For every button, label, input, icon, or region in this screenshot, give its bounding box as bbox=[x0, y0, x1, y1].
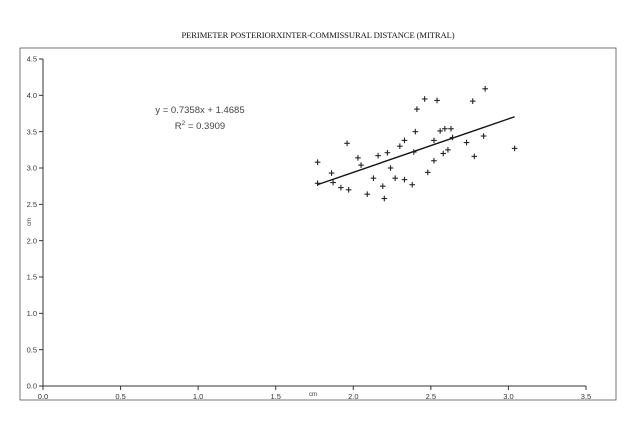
data-point bbox=[392, 175, 398, 181]
x-tick-label: 3.5 bbox=[581, 392, 591, 401]
data-point bbox=[431, 137, 437, 144]
data-point bbox=[355, 155, 361, 161]
y-tick-label: 2.5 bbox=[27, 200, 37, 209]
y-axis-ticks: 0.0 0.5 1.0 1.5 2.0 2.5 3.0 3.5 4.0 4.5 bbox=[27, 55, 43, 391]
data-point bbox=[338, 184, 344, 191]
data-point bbox=[364, 191, 371, 197]
chart-title: PERIMETER POSTERIORXINTER-COMMISSURAL DI… bbox=[181, 30, 454, 40]
data-point bbox=[434, 97, 440, 104]
r-squared: R2 = 0.3909 bbox=[175, 120, 225, 132]
data-point bbox=[397, 143, 403, 149]
data-point bbox=[410, 149, 417, 155]
y-tick-label: 2.0 bbox=[27, 236, 37, 245]
data-point bbox=[328, 170, 335, 176]
data-point bbox=[314, 159, 321, 165]
r-squared-superscript: 2 bbox=[182, 120, 186, 127]
y-tick-label: 4.5 bbox=[27, 55, 37, 64]
plot-area bbox=[19, 47, 617, 401]
data-point bbox=[375, 152, 381, 159]
data-point bbox=[414, 106, 420, 112]
x-tick-label: 2.5 bbox=[426, 392, 436, 401]
x-axis-label: cm bbox=[309, 392, 317, 398]
trendline bbox=[317, 116, 515, 186]
y-tick-label: 0.5 bbox=[27, 345, 37, 354]
data-point bbox=[345, 187, 352, 193]
data-point bbox=[381, 195, 388, 202]
data-point bbox=[445, 147, 451, 153]
data-point bbox=[440, 150, 447, 157]
data-point bbox=[401, 137, 408, 144]
x-tick-label: 3.0 bbox=[503, 392, 513, 401]
data-point bbox=[421, 96, 428, 102]
data-point bbox=[314, 180, 321, 187]
data-point bbox=[401, 176, 408, 183]
data-point bbox=[431, 157, 437, 164]
data-point bbox=[511, 145, 518, 152]
y-axis-label: cm bbox=[27, 218, 33, 226]
y-tick-label: 3.5 bbox=[27, 127, 37, 136]
data-point bbox=[463, 139, 470, 146]
data-point bbox=[424, 169, 431, 176]
y-tick-label: 1.5 bbox=[27, 273, 37, 282]
data-point bbox=[344, 140, 350, 147]
x-tick-label: 0.5 bbox=[115, 392, 125, 401]
data-point bbox=[412, 128, 419, 135]
data-point bbox=[358, 162, 364, 168]
data-point bbox=[437, 128, 443, 134]
x-tick-label: 2.0 bbox=[348, 392, 358, 401]
data-point bbox=[482, 85, 488, 92]
data-point bbox=[387, 165, 394, 171]
r-squared-symbol: R bbox=[175, 121, 182, 132]
data-point bbox=[469, 98, 476, 104]
y-tick-label: 1.0 bbox=[27, 309, 37, 318]
x-axis-ticks: 0.0 0.5 1.0 1.5 2.0 2.5 3.0 3.5 bbox=[38, 386, 591, 401]
regression-equation: y = 0.7358x + 1.4685 bbox=[155, 105, 244, 116]
data-point bbox=[471, 153, 478, 160]
data-point bbox=[384, 149, 391, 156]
x-tick-label: 0.0 bbox=[38, 392, 48, 401]
x-tick-label: 1.5 bbox=[270, 392, 280, 401]
r-squared-value: = 0.3909 bbox=[185, 121, 225, 132]
x-tick-label: 1.0 bbox=[193, 392, 203, 401]
data-point bbox=[442, 125, 448, 132]
data-point bbox=[379, 183, 386, 189]
data-point bbox=[409, 181, 416, 188]
y-tick-label: 4.0 bbox=[27, 91, 37, 100]
data-point bbox=[449, 134, 456, 141]
data-point bbox=[448, 125, 454, 132]
data-point bbox=[330, 179, 336, 186]
data-point bbox=[370, 175, 377, 181]
data-point bbox=[480, 133, 487, 139]
data-points bbox=[314, 85, 518, 202]
y-tick-label: 0.0 bbox=[27, 382, 37, 391]
y-tick-label: 3.0 bbox=[27, 164, 37, 173]
